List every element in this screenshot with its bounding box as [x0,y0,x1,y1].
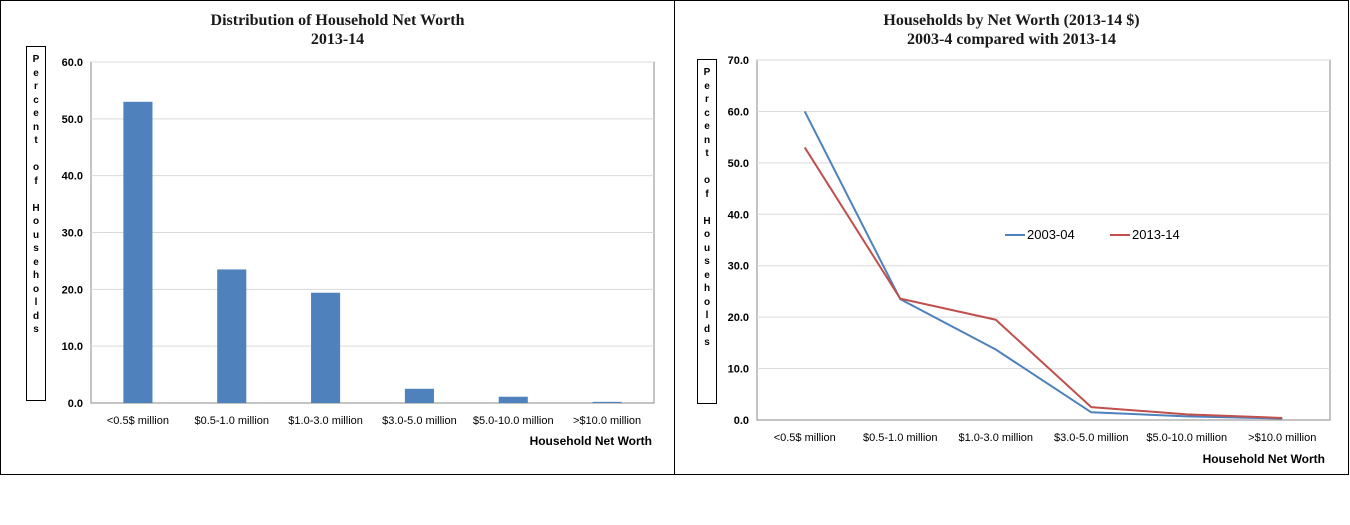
bar-chart-y-axis-label-char: r [34,81,38,92]
line-chart-y-axis-label-char: o [703,296,711,308]
line-chart-y-axis-label-char: d [703,323,711,335]
bar-chart-y-axis-label-char: s [33,324,39,335]
line-chart-y-tick-label: 60.0 [728,106,749,118]
line-chart-y-axis-label-char: c [704,107,710,119]
line-chart-y-tick-label: 70.0 [728,55,749,67]
bar-chart-y-axis-label-char: l [34,297,38,308]
bar-chart-y-axis-label-char: u [32,229,40,241]
line-chart-y-tick-label: 40.0 [728,209,749,221]
line-chart-y-axis-label-char: r [705,94,709,105]
legend-label: 2003-04 [1027,227,1075,242]
bar [592,401,622,403]
bar-chart-title: Distribution of Household Net Worth [210,12,465,29]
bar-chart-y-axis-label-char: e [33,108,39,119]
bar-chart-y-tick-label: 60.0 [62,57,83,69]
line-chart-plot: 0.0 10.0 20.0 30.0 40.0 50.0 60.0 70.0 <0.5$ mil… [728,55,1331,466]
bar-chart-y-axis-label-char: P [32,54,40,65]
line-chart-y-axis-label-char: h [703,283,711,294]
line-chart-y-axis-label-char: f [705,188,709,200]
line-chart-panel: Households by Net Worth (2013-14 $) 2003… [674,0,1349,475]
line-chart-y-axis-label-char: s [704,337,710,348]
bar-chart-y-tick-label: 50.0 [62,114,83,126]
line-chart-y-axis-label-char: P [703,67,711,78]
line-chart-y-axis-label-char: o [703,175,711,186]
line-chart-x-tick-label: $1.0-3.0 million [958,432,1033,444]
bar-chart-y-axis-label-char: e [33,67,39,79]
bar-chart-y-axis-label-char: s [33,243,39,254]
line-chart-y-axis-label-char: t [705,148,709,159]
line-chart-y-axis-label-char: l [705,310,709,321]
bar-chart-y-axis-label-char: H [32,202,40,214]
bar-chart-subtitle: 2013-14 [310,31,365,48]
bar-chart-y-axis-label-char: t [34,135,38,146]
line-chart-y-axis-label-char: e [704,80,710,92]
bar-chart-y-axis-label-char: o [32,216,40,227]
line-chart-x-tick-label: $0.5-1.0 million [863,432,938,444]
bar-chart-x-tick-label: <0.5$ million [107,415,169,427]
line-chart-y-axis-label-char: H [703,215,711,227]
bar-chart-title-block: Distribution of Household Net Worth 2013… [1,11,674,49]
line-chart-x-axis-title: Household Net Worth [1203,452,1325,466]
bar-chart-y-tick-label: 20.0 [62,284,83,296]
line-chart-title-block: Households by Net Worth (2013-14 $) 2003… [675,11,1348,49]
bar-chart-y-axis-label-char: d [32,310,40,322]
bar [123,101,153,404]
line-chart-y-axis-label-char: s [704,256,710,267]
series-line-2013-14 [803,146,1283,419]
bar [498,396,528,403]
bar-chart-y-axis-label-char: o [32,283,40,295]
bar-chart-x-tick-label: $3.0-5.0 million [382,415,457,427]
line-chart-y-axis-label-char: o [703,229,711,240]
bar-chart-y-axis-label-char: e [33,256,39,268]
line-chart-x-tick-label: $3.0-5.0 million [1054,432,1129,444]
bar-chart-y-tick-label: 30.0 [62,228,83,240]
bar-chart-y-axis-label-char: n [32,121,40,133]
line-chart-y-tick-label: 30.0 [728,261,749,273]
bar [311,292,341,403]
bar-chart-panel: Distribution of Household Net Worth 2013… [0,0,675,475]
bar-chart-y-axis-label-char: h [32,270,40,281]
line-chart-y-tick-label: 10.0 [728,364,749,376]
bar-chart-x-tick-label: $1.0-3.0 million [288,415,363,427]
bar-chart-plot: 0.0 10.0 20.0 30.0 40.0 50.0 60.0 <0.5$ million… [62,57,655,448]
bar [404,388,434,403]
bar-chart-y-tick-label: 40.0 [62,171,83,183]
line-chart-x-tick-label: <0.5$ million [774,432,836,444]
line-chart-y-tick-label: 20.0 [728,312,749,324]
bar-chart-y-axis-label-char: c [33,94,39,106]
bar-chart-x-axis-title: Household Net Worth [530,434,652,448]
bar-chart-y-tick-label: 0.0 [68,398,83,410]
line-chart-x-tick-label: $5.0-10.0 million [1146,432,1227,444]
line-chart-y-axis-label-char: e [704,121,710,132]
line-chart-y-axis-label-char: u [703,242,711,254]
series-line-2003-04 [803,110,1283,420]
line-chart-title: Households by Net Worth (2013-14 $) [883,12,1140,29]
line-chart-y-tick-label: 0.0 [734,415,749,427]
line-chart-y-axis-label-char: n [703,134,711,146]
line-chart-subtitle: 2003-4 compared with 2013-14 [906,31,1117,48]
line-chart-x-tick-label: >$10.0 million [1248,432,1316,444]
line-chart-y-tick-label: 50.0 [728,158,749,170]
bar-chart-x-tick-label: $0.5-1.0 million [194,415,269,427]
bar-chart-y-axis-label-char: f [34,175,38,187]
line-chart-plot-area [756,59,1331,421]
bar-chart-x-tick-label: >$10.0 million [573,415,641,427]
bar-chart-y-tick-label: 10.0 [62,341,83,353]
bar [217,269,247,403]
legend-label: 2013-14 [1132,227,1180,242]
bar-chart-y-axis-label-char: o [32,162,40,173]
line-chart-y-axis-label-char: e [704,269,710,281]
bar-chart-x-tick-label: $5.0-10.0 million [473,415,554,427]
